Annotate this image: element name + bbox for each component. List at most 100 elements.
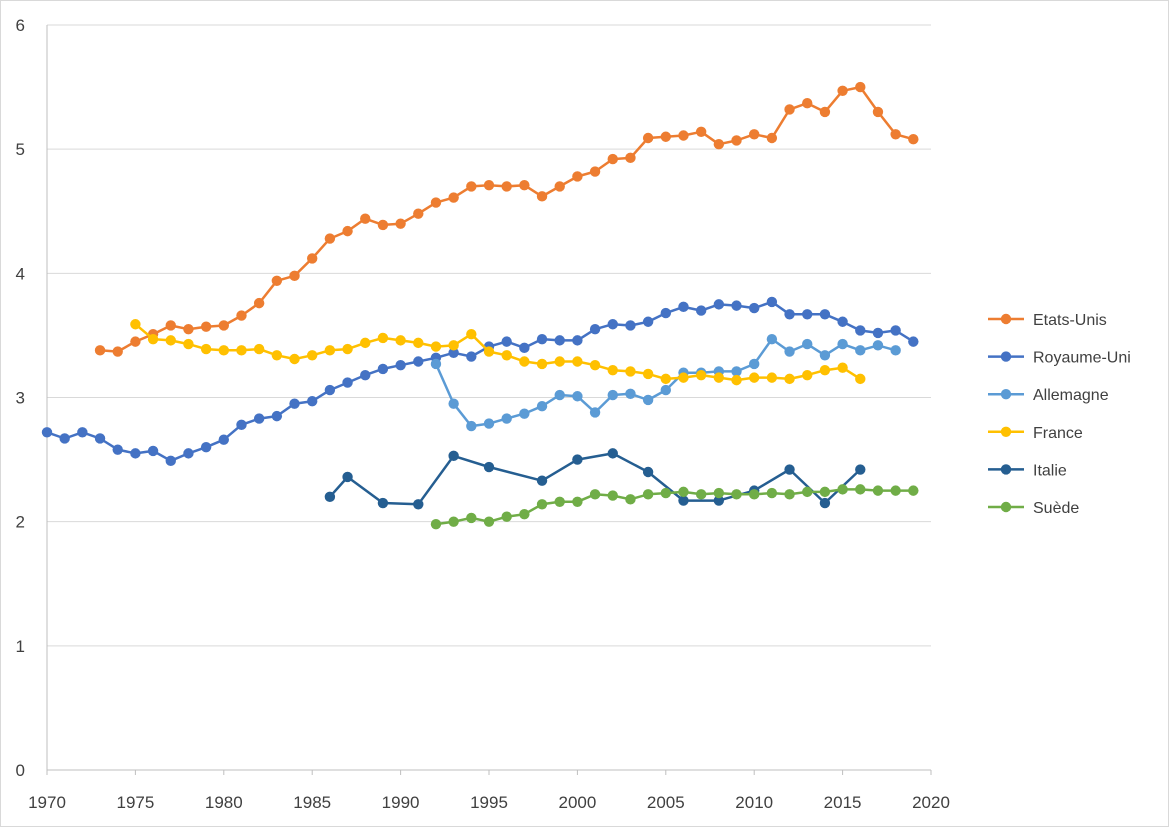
data-point [536,475,548,486]
legend-marker [1000,464,1012,475]
data-point [695,369,707,381]
data-point [519,356,530,367]
data-point [642,316,654,327]
data-point [625,320,636,331]
data-point [766,372,778,383]
data-point [837,362,848,373]
data-point [837,316,848,327]
data-point [430,197,442,208]
data-point [784,373,795,385]
data-point [695,126,707,137]
data-point [589,360,601,371]
data-point [731,366,742,377]
x-tick-label: 2005 [647,793,685,812]
x-tick-label: 1980 [205,793,243,812]
legend-entry: Etats-Unis [988,312,1107,329]
data-point [59,433,70,444]
data-point [819,309,831,320]
data-point [289,270,300,282]
data-point [519,179,530,191]
data-point [430,518,442,530]
data-point [713,487,725,499]
series-2 [430,333,901,432]
data-point [713,372,725,383]
data-point [536,358,548,370]
data-point [536,191,548,202]
data-point [218,434,229,445]
legend-marker [1000,351,1012,362]
legend-entry: Italie [988,462,1067,479]
data-point [483,461,495,473]
data-point [731,489,742,500]
data-point [501,181,512,192]
legend-label: Etats-Unis [1033,312,1107,329]
data-point [749,372,760,383]
data-point [766,132,778,144]
data-point [660,384,671,396]
data-point [589,324,601,335]
data-point [890,485,901,496]
x-tick-label: 1995 [470,793,508,812]
data-point [130,336,141,347]
data-point [784,464,795,475]
data-point [908,485,919,496]
data-point [713,495,725,506]
data-point [483,516,495,527]
data-point [837,338,848,350]
data-point [377,363,389,375]
data-point [890,345,901,356]
data-point [802,98,813,109]
data-point [819,497,831,509]
data-point [395,218,406,229]
y-tick-label: 4 [16,264,25,283]
data-point [360,213,371,224]
data-point [855,345,866,356]
data-point [360,337,371,349]
data-point [466,512,477,524]
data-point [147,445,159,457]
data-point [413,208,424,219]
data-point [236,419,247,431]
data-point [784,309,795,320]
x-tick-label: 1985 [293,793,331,812]
data-point [147,333,159,345]
data-point [713,139,725,150]
data-point [395,335,406,346]
data-point [483,179,495,191]
data-point [342,225,353,237]
data-point [642,489,654,500]
data-point [271,350,283,361]
x-tick-label: 1975 [116,793,154,812]
data-point [307,396,318,407]
data-point [395,360,406,371]
data-point [625,388,636,399]
data-point [749,489,760,500]
data-point [130,448,141,459]
y-tick-label: 3 [16,389,25,408]
data-point [218,320,229,331]
data-point [554,335,565,346]
data-point [872,106,884,118]
data-point [713,299,725,310]
legend-entry: Royaume-Uni [988,350,1131,367]
data-point [766,487,778,499]
data-point [519,509,530,520]
x-tick-label: 1990 [382,793,420,812]
data-point [165,455,176,467]
legend-marker [1000,501,1012,513]
data-point [324,233,336,244]
data-point [307,253,318,264]
data-point [855,325,866,336]
data-point [324,345,336,356]
data-point [448,340,459,351]
x-tick-label: 1970 [28,793,66,812]
y-tick-label: 2 [16,513,25,532]
data-point [802,369,813,381]
data-point [253,343,265,355]
data-point [253,413,265,424]
data-point [872,327,884,339]
data-point [908,336,919,347]
data-point [837,484,848,495]
legend-marker [1000,313,1012,325]
